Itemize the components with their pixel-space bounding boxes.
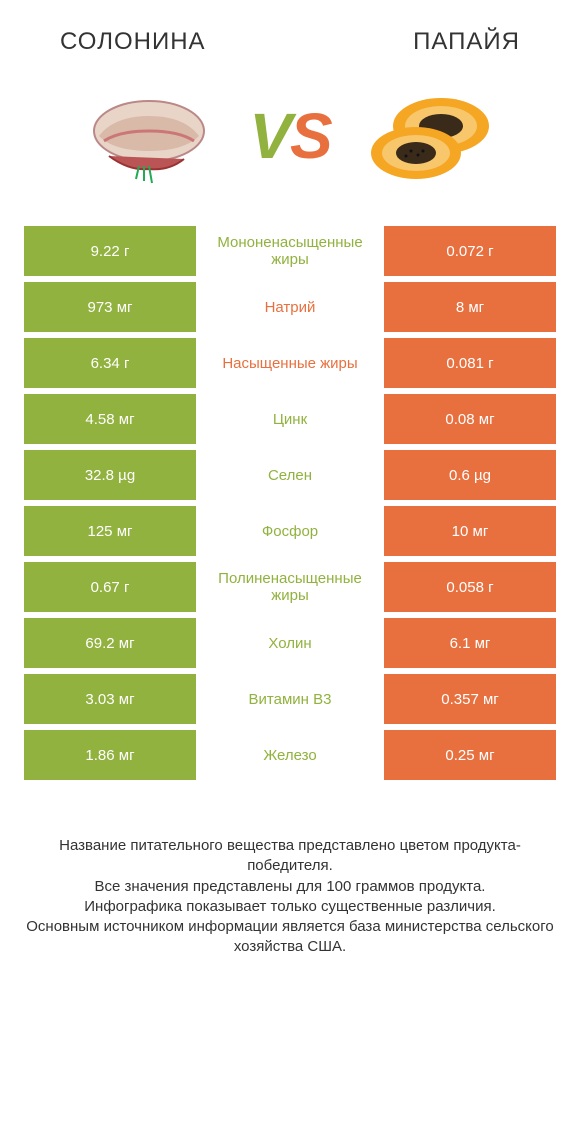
table-row: 9.22 гМононенасыщенные жиры0.072 г: [24, 226, 556, 276]
table-row: 32.8 µgСелен0.6 µg: [24, 450, 556, 500]
vs-label: VS: [249, 99, 330, 173]
nutrient-table: 9.22 гМононенасыщенные жиры0.072 г 973 мг…: [0, 226, 580, 780]
table-row: 69.2 мгХолин6.1 мг: [24, 618, 556, 668]
footer-notes: Название питательного вещества представл…: [0, 786, 580, 958]
title-right: ПАПАЙЯ: [413, 28, 520, 56]
value-right: 0.6 µg: [384, 450, 556, 500]
table-row: 973 мгНатрий8 мг: [24, 282, 556, 332]
value-left: 973 мг: [24, 282, 196, 332]
table-row: 125 мгФосфор10 мг: [24, 506, 556, 556]
value-left: 6.34 г: [24, 338, 196, 388]
value-right: 0.072 г: [384, 226, 556, 276]
table-row: 4.58 мгЦинк0.08 мг: [24, 394, 556, 444]
table-row: 0.67 гПолиненасыщенные жиры0.058 г: [24, 562, 556, 612]
table-row: 6.34 гНасыщенные жиры0.081 г: [24, 338, 556, 388]
table-row: 3.03 мгВитамин B30.357 мг: [24, 674, 556, 724]
vs-v: V: [249, 100, 290, 172]
title-left: СОЛОНИНА: [60, 28, 206, 56]
nutrient-label: Железо: [202, 730, 378, 780]
value-left: 32.8 µg: [24, 450, 196, 500]
value-right: 8 мг: [384, 282, 556, 332]
nutrient-label: Витамин B3: [202, 674, 378, 724]
value-left: 4.58 мг: [24, 394, 196, 444]
nutrient-label: Селен: [202, 450, 378, 500]
value-right: 0.25 мг: [384, 730, 556, 780]
value-right: 6.1 мг: [384, 618, 556, 668]
value-left: 1.86 мг: [24, 730, 196, 780]
nutrient-label: Насыщенные жиры: [202, 338, 378, 388]
nutrient-label: Натрий: [202, 282, 378, 332]
vs-s: S: [290, 100, 331, 172]
value-left: 9.22 г: [24, 226, 196, 276]
footer-line-2: Все значения представлены для 100 граммо…: [24, 877, 556, 897]
value-right: 0.357 мг: [384, 674, 556, 724]
value-left: 0.67 г: [24, 562, 196, 612]
nutrient-label: Фосфор: [202, 506, 378, 556]
footer-line-1: Название питательного вещества представл…: [24, 836, 556, 877]
header-titles: СОЛОНИНА ПАПАЙЯ: [0, 0, 580, 66]
nutrient-label: Мононенасыщенные жиры: [202, 226, 378, 276]
value-right: 10 мг: [384, 506, 556, 556]
value-left: 69.2 мг: [24, 618, 196, 668]
value-right: 0.08 мг: [384, 394, 556, 444]
value-right: 0.081 г: [384, 338, 556, 388]
nutrient-label: Цинк: [202, 394, 378, 444]
nutrient-label: Холин: [202, 618, 378, 668]
papaya-icon: [351, 76, 511, 196]
value-right: 0.058 г: [384, 562, 556, 612]
value-left: 3.03 мг: [24, 674, 196, 724]
value-left: 125 мг: [24, 506, 196, 556]
table-row: 1.86 мгЖелезо0.25 мг: [24, 730, 556, 780]
nutrient-label: Полиненасыщенные жиры: [202, 562, 378, 612]
meat-icon: [69, 76, 229, 196]
footer-line-3: Инфографика показывает только существенн…: [24, 897, 556, 917]
footer-line-4: Основным источником информации является …: [24, 917, 556, 958]
hero-row: VS: [0, 66, 580, 226]
